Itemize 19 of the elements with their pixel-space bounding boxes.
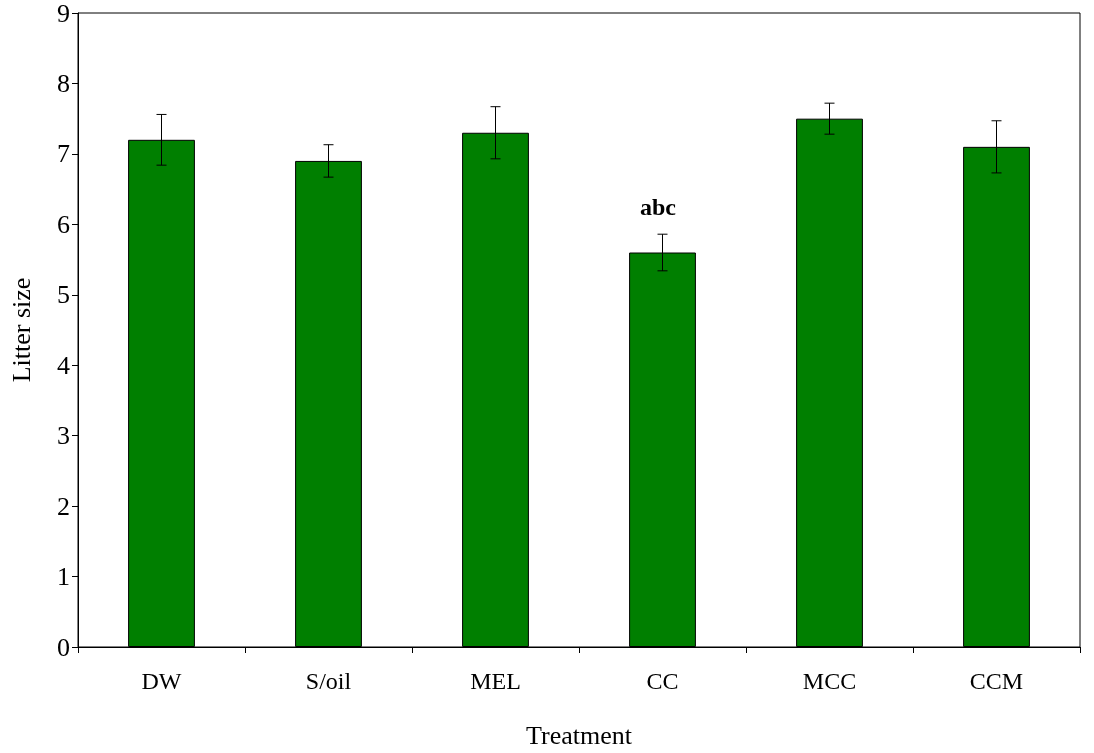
x-tick-label: CCM	[969, 668, 1024, 694]
y-tick-label: 6	[57, 209, 70, 239]
y-tick-label: 8	[57, 68, 70, 98]
x-tick-label: MCC	[802, 668, 857, 694]
x-tick-label: MEL	[470, 668, 521, 694]
y-tick-label: 0	[57, 632, 70, 662]
y-tick-label: 4	[57, 350, 70, 380]
y-tick-label: 7	[57, 139, 70, 169]
annotation: abc	[640, 194, 677, 220]
y-tick-label: 1	[57, 562, 70, 592]
y-tick-label: 2	[57, 491, 70, 521]
y-tick-label: 5	[57, 280, 70, 310]
y-axis-title: Litter size	[6, 277, 36, 383]
y-tick-label: 3	[57, 421, 70, 451]
x-tick-label: S/oil	[305, 668, 352, 694]
y-tick-label: 9	[57, 0, 70, 28]
x-tick-label: DW	[141, 668, 182, 694]
x-axis-title: Treatment	[526, 720, 633, 750]
x-tick-label: CC	[646, 668, 679, 694]
